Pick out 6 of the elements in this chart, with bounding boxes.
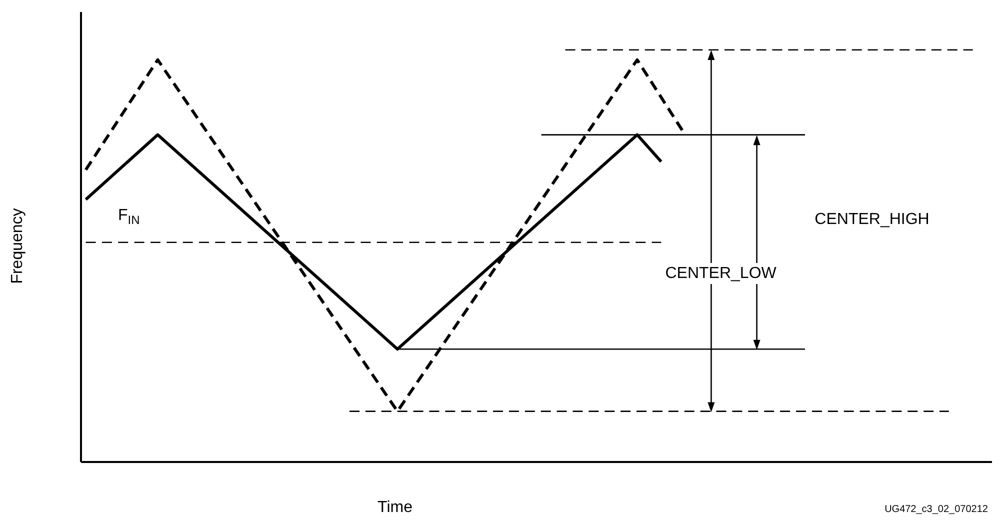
annotation: F$_{IN}$ <box>118 207 140 227</box>
text: UG472_c3_02_070212 <box>884 504 988 515</box>
y-axis-title: Frequency <box>9 208 26 284</box>
annotation: CENTER_HIGH <box>814 211 930 228</box>
x-axis-title: Time <box>378 499 413 516</box>
annotation: CENTER_LOW <box>665 265 778 282</box>
